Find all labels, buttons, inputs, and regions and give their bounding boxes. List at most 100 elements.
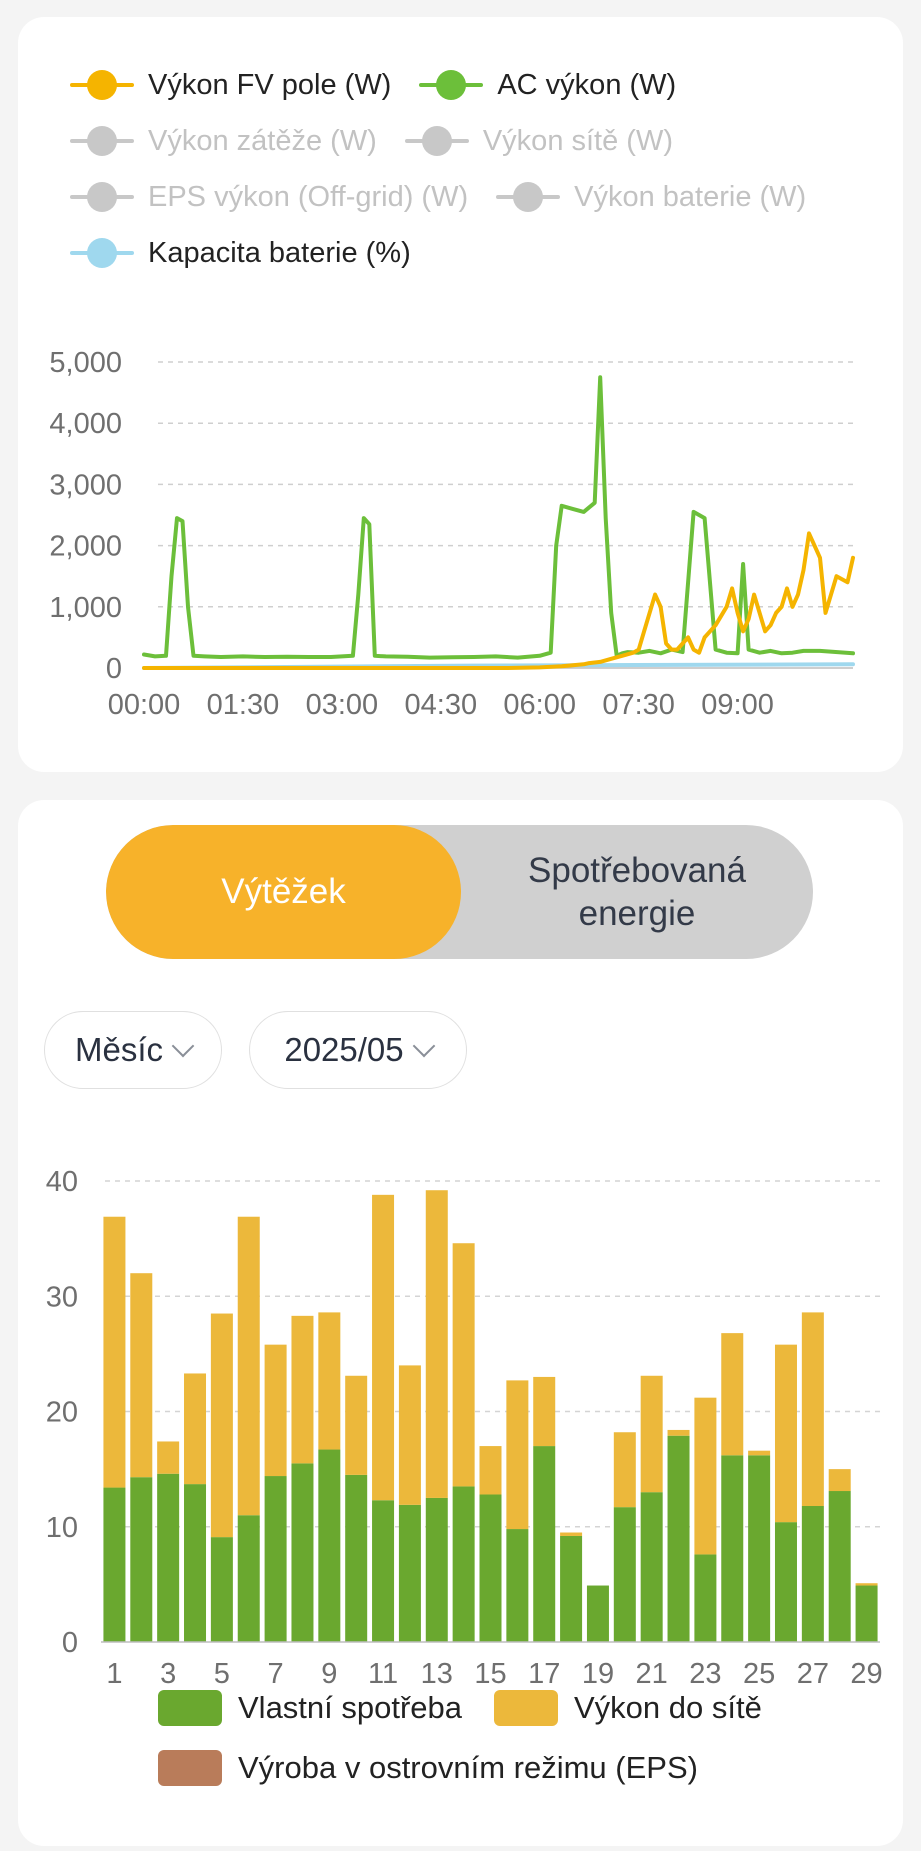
legend-item[interactable]: AC výkon (W) bbox=[419, 69, 676, 102]
bar-segment bbox=[237, 1515, 260, 1642]
series-line bbox=[142, 531, 855, 670]
legend-item[interactable]: Výkon FV pole (W) bbox=[70, 69, 391, 102]
yield-consumption-toggle[interactable]: Výtěžek Spotřebovaná energie bbox=[106, 825, 813, 959]
y-tick-label: 5,000 bbox=[49, 347, 122, 379]
legend-item[interactable]: Kapacita baterie (%) bbox=[70, 237, 411, 270]
bar-segment bbox=[801, 1506, 824, 1642]
legend-row: Výkon zátěže (W) Výkon sítě (W) bbox=[70, 113, 883, 169]
bar-segment bbox=[533, 1446, 556, 1642]
bar-segment bbox=[721, 1455, 744, 1642]
power-chart-card: Výkon FV pole (W) AC výkon (W) Výkon zátěž… bbox=[18, 17, 903, 772]
bar-segment bbox=[613, 1432, 636, 1508]
x-tick-label: 04:30 bbox=[405, 689, 478, 721]
legend-row: EPS výkon (Off-grid) (W) Výkon baterie (W… bbox=[70, 169, 883, 225]
x-tick-label: 09:00 bbox=[701, 689, 774, 721]
bar-segment bbox=[318, 1449, 341, 1642]
legend-marker-icon bbox=[404, 126, 469, 156]
bar-segment bbox=[667, 1435, 690, 1642]
bar-segment bbox=[184, 1373, 207, 1485]
bar-segment bbox=[345, 1474, 368, 1642]
x-tick-label: 19 bbox=[582, 1658, 614, 1690]
bar-segment bbox=[452, 1243, 475, 1487]
yield-card: Výtěžek Spotřebovaná energie Měsíc 2025/… bbox=[18, 800, 903, 1846]
tab-yield-label: Výtěžek bbox=[221, 872, 346, 911]
legend-label: Kapacita baterie (%) bbox=[148, 236, 411, 269]
tab-yield[interactable]: Výtěžek bbox=[106, 825, 461, 959]
power-line-chart: 0 1,000 2,000 3,000 4,000 5,000 00:00 01:30 03:0… bbox=[49, 347, 855, 721]
bar-segment bbox=[425, 1190, 448, 1498]
bar-segment bbox=[210, 1537, 233, 1642]
bar-segment bbox=[157, 1473, 180, 1642]
legend-label: Výroba v ostrovním režimu (EPS) bbox=[238, 1750, 698, 1785]
bar-segment bbox=[452, 1486, 475, 1642]
legend-grid-export[interactable]: Výkon do sítě bbox=[494, 1690, 762, 1726]
bar-segment bbox=[774, 1344, 797, 1523]
x-tick-label: 25 bbox=[743, 1658, 775, 1690]
legend-marker-icon bbox=[70, 70, 134, 100]
bar-segment bbox=[318, 1312, 341, 1450]
x-tick-label: 07:30 bbox=[602, 689, 675, 721]
x-tick-label: 00:00 bbox=[108, 689, 181, 721]
bar-segment bbox=[264, 1344, 287, 1477]
x-tick-label: 11 bbox=[368, 1658, 398, 1690]
bar-segment bbox=[667, 1429, 690, 1436]
bar-segment bbox=[748, 1450, 771, 1456]
bar-segment bbox=[237, 1216, 260, 1516]
legend-row: Výkon FV pole (W) AC výkon (W) bbox=[70, 57, 883, 113]
bar-segment bbox=[398, 1365, 421, 1505]
legend-item[interactable]: Výkon zátěže (W) bbox=[70, 125, 377, 158]
bar-segment bbox=[130, 1477, 153, 1642]
bar-segment bbox=[560, 1532, 583, 1536]
legend-eps-production[interactable]: Výroba v ostrovním režimu (EPS) bbox=[158, 1750, 698, 1786]
bar-segment bbox=[721, 1333, 744, 1456]
date-dropdown-value: 2025/05 bbox=[284, 1031, 404, 1068]
bar-segment bbox=[694, 1554, 717, 1642]
x-tick-label: 06:00 bbox=[503, 689, 576, 721]
legend-marker-icon bbox=[419, 70, 484, 100]
bar-segment bbox=[345, 1375, 368, 1475]
legend-item[interactable]: EPS výkon (Off-grid) (W) bbox=[70, 181, 468, 214]
period-dropdown[interactable]: Měsíc bbox=[44, 1011, 222, 1089]
legend-item[interactable]: Výkon sítě (W) bbox=[404, 125, 673, 158]
legend-label: Vlastní spotřeba bbox=[238, 1690, 463, 1725]
bar-segment bbox=[560, 1535, 583, 1642]
bar-segment bbox=[774, 1522, 797, 1642]
legend-label: Výkon do sítě bbox=[574, 1690, 762, 1725]
x-tick-label: 15 bbox=[474, 1658, 506, 1690]
legend-swatch bbox=[158, 1750, 222, 1786]
bar-segment bbox=[640, 1492, 663, 1642]
bar-segment bbox=[801, 1312, 824, 1507]
legend-marker-icon bbox=[70, 238, 134, 268]
power-chart-legend: Výkon FV pole (W) AC výkon (W) Výkon zátěž… bbox=[70, 57, 883, 281]
tab-consumed-energy[interactable]: Spotřebovaná energie bbox=[461, 825, 813, 959]
y-tick-label: 20 bbox=[46, 1397, 78, 1429]
tab-consumed-energy-label: Spotřebovaná energie bbox=[528, 851, 746, 933]
bar-segment bbox=[184, 1484, 207, 1642]
bar-segment bbox=[828, 1491, 851, 1642]
x-tick-label: 9 bbox=[321, 1658, 337, 1690]
y-tick-label: 0 bbox=[62, 1627, 78, 1659]
legend-self-consumption[interactable]: Vlastní spotřeba bbox=[158, 1690, 462, 1726]
bar-segment bbox=[103, 1216, 126, 1488]
period-dropdown-value: Měsíc bbox=[74, 1031, 163, 1068]
legend-swatch bbox=[158, 1690, 222, 1726]
x-tick-label: 3 bbox=[160, 1658, 176, 1690]
bar-segment bbox=[613, 1507, 636, 1642]
date-dropdown[interactable]: 2025/05 bbox=[249, 1011, 467, 1089]
bar-segment bbox=[506, 1529, 529, 1642]
y-tick-label: 4,000 bbox=[49, 408, 122, 440]
x-tick-label: 5 bbox=[214, 1658, 230, 1690]
bar-segment bbox=[506, 1380, 529, 1530]
legend-swatch bbox=[494, 1690, 558, 1726]
legend-label: EPS výkon (Off-grid) (W) bbox=[148, 180, 469, 213]
x-tick-label: 27 bbox=[797, 1658, 829, 1690]
legend-label: Výkon zátěže (W) bbox=[148, 124, 377, 157]
x-tick-label: 1 bbox=[106, 1658, 122, 1690]
legend-item[interactable]: Výkon baterie (W) bbox=[496, 181, 806, 214]
legend-marker-icon bbox=[70, 182, 134, 212]
bar-segment bbox=[103, 1487, 126, 1642]
y-tick-label: 3,000 bbox=[49, 469, 122, 501]
bar-segment bbox=[157, 1441, 180, 1474]
legend-marker-icon bbox=[70, 126, 134, 156]
